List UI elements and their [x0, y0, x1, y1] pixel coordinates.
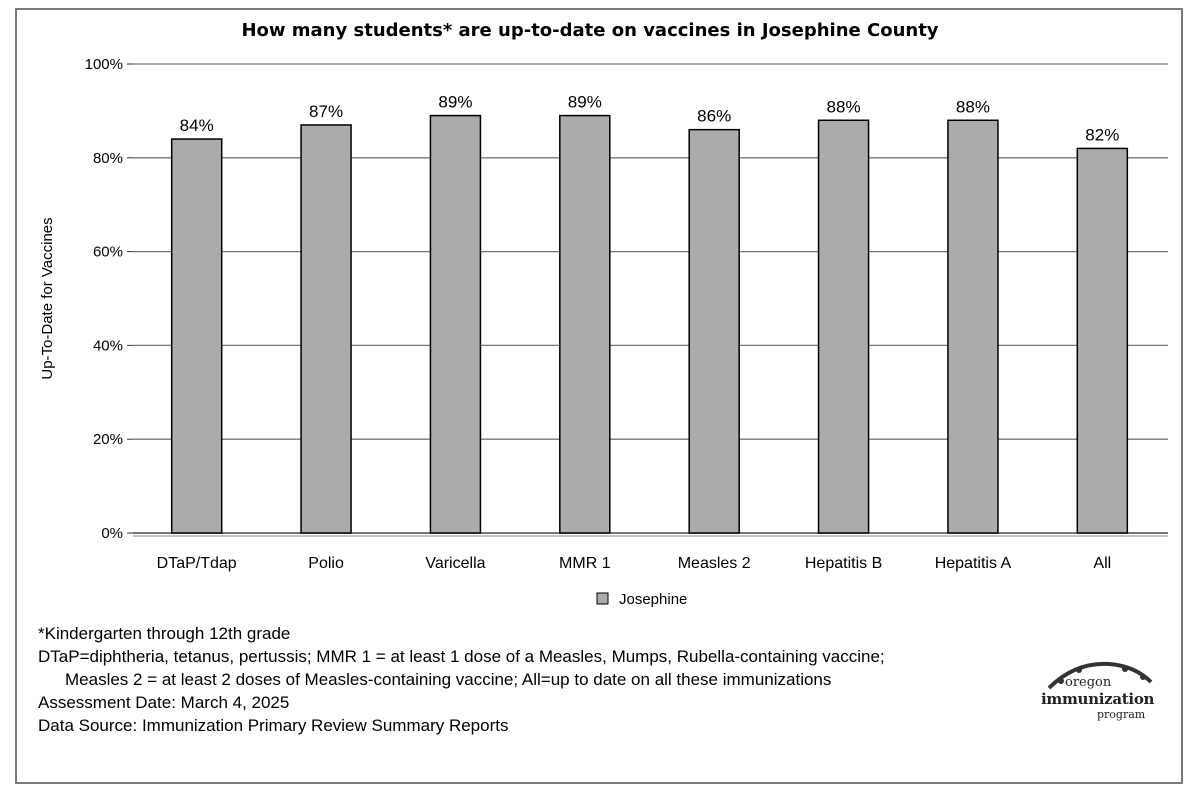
- data-label: 87%: [309, 102, 343, 121]
- footnote-abbreviations-cont: Measles 2 = at least 2 doses of Measles-…: [65, 670, 832, 689]
- x-tick-label: Varicella: [425, 555, 485, 572]
- data-label: 86%: [697, 107, 731, 126]
- x-tick-label: Hepatitis B: [805, 555, 882, 572]
- bar: [1076, 147, 1129, 534]
- oregon-immunization-program-logo: oregon immunization program: [1035, 660, 1175, 730]
- legend-swatch: [596, 592, 609, 605]
- logo-text-program: program: [1097, 708, 1146, 721]
- y-tick-label: 100%: [85, 56, 123, 73]
- x-tick-label: Polio: [308, 555, 344, 572]
- data-label: 82%: [1085, 125, 1119, 144]
- y-tick-label: 60%: [93, 244, 123, 261]
- logo-text-immunization: immunization: [1041, 690, 1155, 708]
- footnotes: *Kindergarten through 12th grade DTaP=di…: [38, 622, 885, 737]
- logo-arc-icon: [1047, 661, 1153, 690]
- y-axis-label: Up-To-Date for Vaccines: [39, 217, 56, 379]
- y-tick-label: 80%: [93, 150, 123, 167]
- x-tick-label: MMR 1: [559, 555, 611, 572]
- logo-text-oregon: oregon: [1065, 675, 1112, 690]
- data-label: 88%: [956, 97, 990, 116]
- x-tick-label: DTaP/Tdap: [157, 555, 237, 572]
- data-label: 89%: [438, 93, 472, 112]
- data-label: 84%: [180, 116, 214, 135]
- x-tick-label: Measles 2: [678, 555, 751, 572]
- chart-title: How many students* are up-to-date on vac…: [241, 20, 939, 41]
- y-tick-label: 20%: [93, 431, 123, 448]
- bar: [947, 119, 999, 534]
- data-label: 88%: [827, 97, 861, 116]
- footnote-grade-range: *Kindergarten through 12th grade: [38, 624, 291, 643]
- x-tick-label: Hepatitis A: [935, 555, 1012, 572]
- y-tick-label: 40%: [93, 337, 123, 354]
- x-tick-label: All: [1093, 555, 1111, 572]
- y-tick-label: 0%: [101, 525, 123, 542]
- bar: [817, 119, 870, 534]
- footnote-data-source: Data Source: Immunization Primary Review…: [38, 716, 509, 735]
- bar: [688, 128, 740, 534]
- legend-label: Josephine: [619, 591, 687, 608]
- bar: [170, 138, 223, 534]
- footnote-assessment-date: Assessment Date: March 4, 2025: [38, 693, 290, 712]
- bar: [429, 114, 482, 534]
- footnote-abbreviations: DTaP=diphtheria, tetanus, pertussis; MMR…: [38, 647, 885, 666]
- bar: [559, 114, 611, 534]
- data-label: 89%: [568, 93, 602, 112]
- bar: [300, 124, 352, 534]
